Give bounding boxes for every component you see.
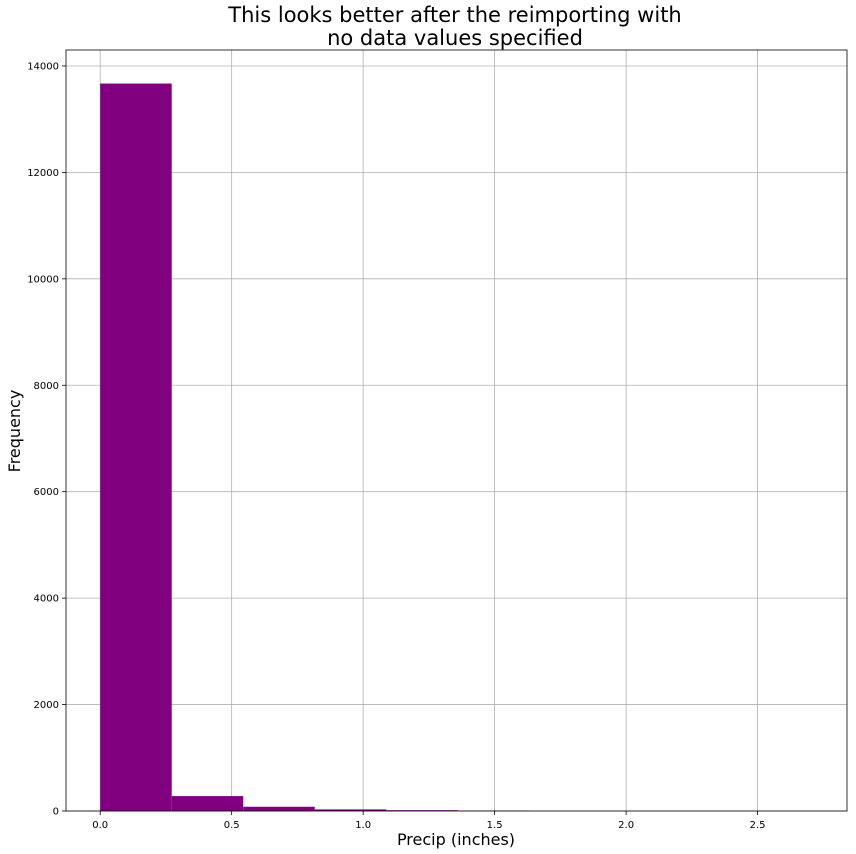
x-tick-label: 2.0 xyxy=(618,820,634,831)
x-tick-label: 0.0 xyxy=(92,820,108,831)
histogram-bar xyxy=(314,809,387,811)
y-tick-label: 0 xyxy=(53,807,59,818)
grid-lines xyxy=(66,50,847,812)
plot-frame xyxy=(65,49,848,812)
y-tick-label: 2000 xyxy=(34,700,59,711)
x-axis-label: Precip (inches) xyxy=(397,830,515,849)
x-tick-label: 2.5 xyxy=(750,820,766,831)
y-tick-label: 12000 xyxy=(27,168,59,179)
y-tick-label: 8000 xyxy=(34,381,59,392)
histogram-bar xyxy=(100,83,172,812)
histogram-bar xyxy=(243,806,315,811)
y-tick-label: 10000 xyxy=(27,274,59,285)
x-tick-label: 0.5 xyxy=(224,820,240,831)
y-axis-label: Frequency xyxy=(5,390,24,473)
chart-title-line-1: This looks better after the reimporting … xyxy=(227,3,681,27)
y-tick-label: 4000 xyxy=(34,594,59,605)
y-tick-label: 6000 xyxy=(34,487,59,498)
histogram-bars xyxy=(100,83,816,812)
axis-ticks: 0.0 0.5 1.0 1.5 2.0 2.5 0 2000 4000 6000 8000 10000… xyxy=(27,61,765,831)
chart-title-line-2: no data values specified xyxy=(327,26,583,50)
histogram-bar xyxy=(171,796,244,811)
x-tick-label: 1.0 xyxy=(355,820,371,831)
x-tick-label: 1.5 xyxy=(487,820,503,831)
y-tick-label: 14000 xyxy=(27,61,59,72)
